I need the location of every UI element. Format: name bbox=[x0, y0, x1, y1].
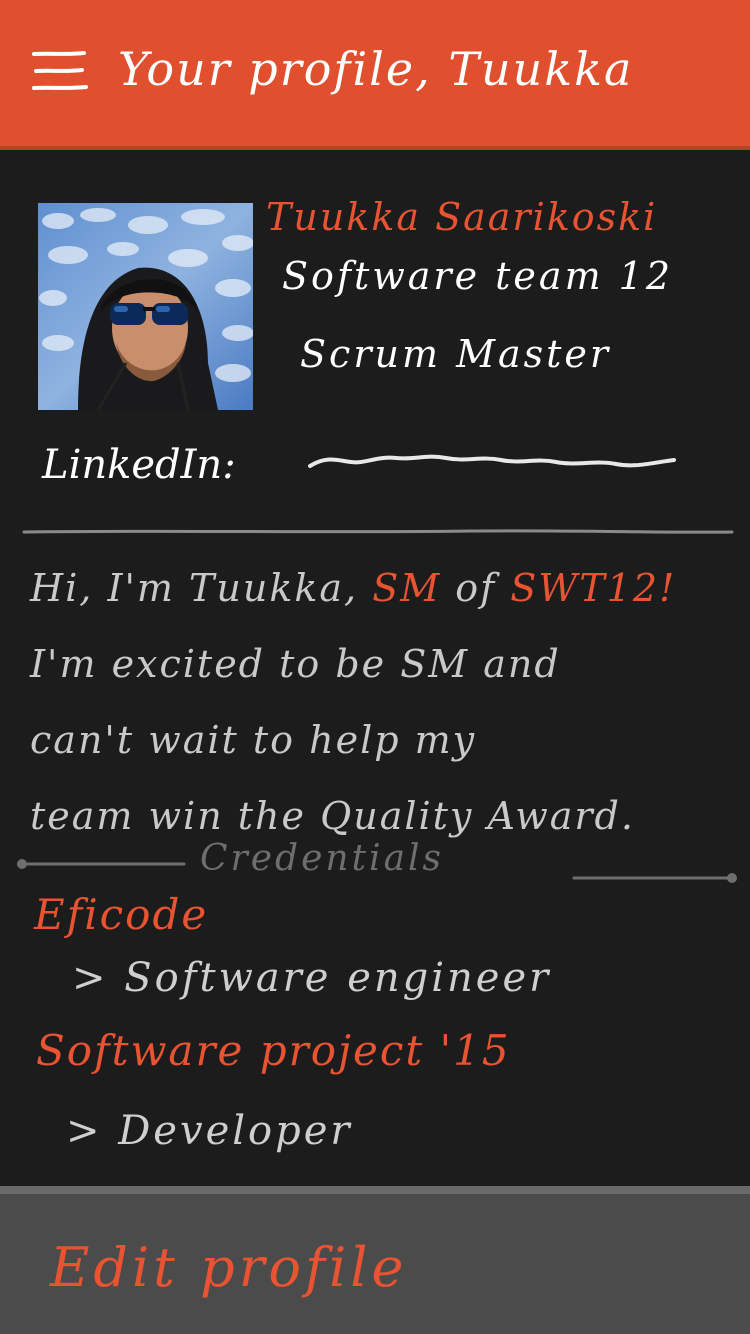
bio-line: team win the Quality Award. bbox=[30, 794, 635, 838]
profile-name: Tuukka Saarikoski bbox=[266, 195, 658, 239]
hamburger-menu-icon[interactable] bbox=[30, 48, 90, 94]
credentials-label: Credentials bbox=[200, 838, 445, 879]
bio-text: Hi, I'm Tuukka, SM of SWT12! I'm excited… bbox=[30, 550, 750, 854]
linkedin-link[interactable] bbox=[306, 448, 678, 478]
bio-line: can't wait to help my bbox=[30, 718, 477, 762]
credentials-divider bbox=[14, 842, 744, 892]
section-divider bbox=[22, 522, 734, 534]
bio-accent-team: SWT12! bbox=[510, 566, 677, 610]
bio-line: I'm excited to be SM and bbox=[30, 642, 561, 686]
bio-text-segment: of bbox=[441, 566, 511, 610]
app-header: Your profile, Tuukka bbox=[0, 0, 750, 150]
credential-position: > Software engineer bbox=[72, 955, 552, 1001]
edit-profile-button[interactable]: Edit profile bbox=[50, 1236, 408, 1299]
footer-bar: Edit profile bbox=[0, 1186, 750, 1334]
profile-team: Software team 12 bbox=[282, 254, 674, 298]
page-title: Your profile, Tuukka bbox=[118, 42, 634, 96]
avatar bbox=[38, 203, 254, 411]
bio-line: Hi, I'm Tuukka, SM of SWT12! bbox=[30, 550, 750, 626]
credential-company: Software project '15 bbox=[36, 1026, 511, 1075]
credential-position: > Developer bbox=[66, 1108, 353, 1154]
bio-accent-role: SM bbox=[372, 566, 442, 610]
credential-company: Eficode bbox=[34, 890, 209, 939]
linkedin-label: LinkedIn: bbox=[42, 442, 236, 488]
profile-role: Scrum Master bbox=[300, 332, 612, 376]
bio-text-segment: Hi, I'm Tuukka, bbox=[30, 566, 373, 610]
